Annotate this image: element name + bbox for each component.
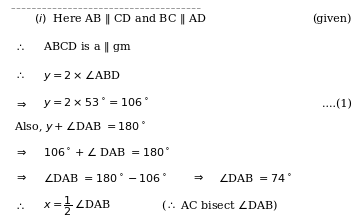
Text: $(i)$  Here AB $\|$ CD and BC $\|$ AD: $(i)$ Here AB $\|$ CD and BC $\|$ AD [34, 12, 206, 26]
Text: $x = \dfrac{1}{2}\; \angle$DAB: $x = \dfrac{1}{2}\; \angle$DAB [43, 194, 111, 218]
Text: $y = 2 \times 53^\circ = 106^\circ$: $y = 2 \times 53^\circ = 106^\circ$ [43, 97, 149, 111]
Text: $106^\circ + \angle$ DAB $= 180^\circ$: $106^\circ + \angle$ DAB $= 180^\circ$ [43, 145, 170, 158]
Text: Also, $y + \angle$DAB $= 180^\circ$: Also, $y + \angle$DAB $= 180^\circ$ [14, 119, 146, 134]
Text: $\angle$DAB $= 180^\circ - 106^\circ$: $\angle$DAB $= 180^\circ - 106^\circ$ [43, 171, 167, 184]
Text: ....(1): ....(1) [321, 99, 352, 109]
Text: $\Rightarrow$: $\Rightarrow$ [14, 99, 27, 109]
Text: (given): (given) [312, 13, 352, 24]
Text: $\Rightarrow$: $\Rightarrow$ [14, 147, 27, 157]
Text: $\Rightarrow$: $\Rightarrow$ [14, 172, 27, 182]
Text: ABCD is a $\|$ gm: ABCD is a $\|$ gm [43, 40, 132, 54]
Text: $\angle$DAB $= 74^\circ$: $\angle$DAB $= 74^\circ$ [218, 171, 291, 184]
Text: $\therefore$: $\therefore$ [14, 42, 25, 52]
Text: $y = 2 \times \angle$ABD: $y = 2 \times \angle$ABD [43, 68, 120, 83]
Text: ($\therefore$ AC bisect $\angle$DAB): ($\therefore$ AC bisect $\angle$DAB) [161, 199, 278, 213]
Text: $\therefore$: $\therefore$ [14, 70, 25, 81]
Text: $\therefore$: $\therefore$ [14, 201, 25, 211]
Text: $\Rightarrow$: $\Rightarrow$ [191, 172, 204, 182]
